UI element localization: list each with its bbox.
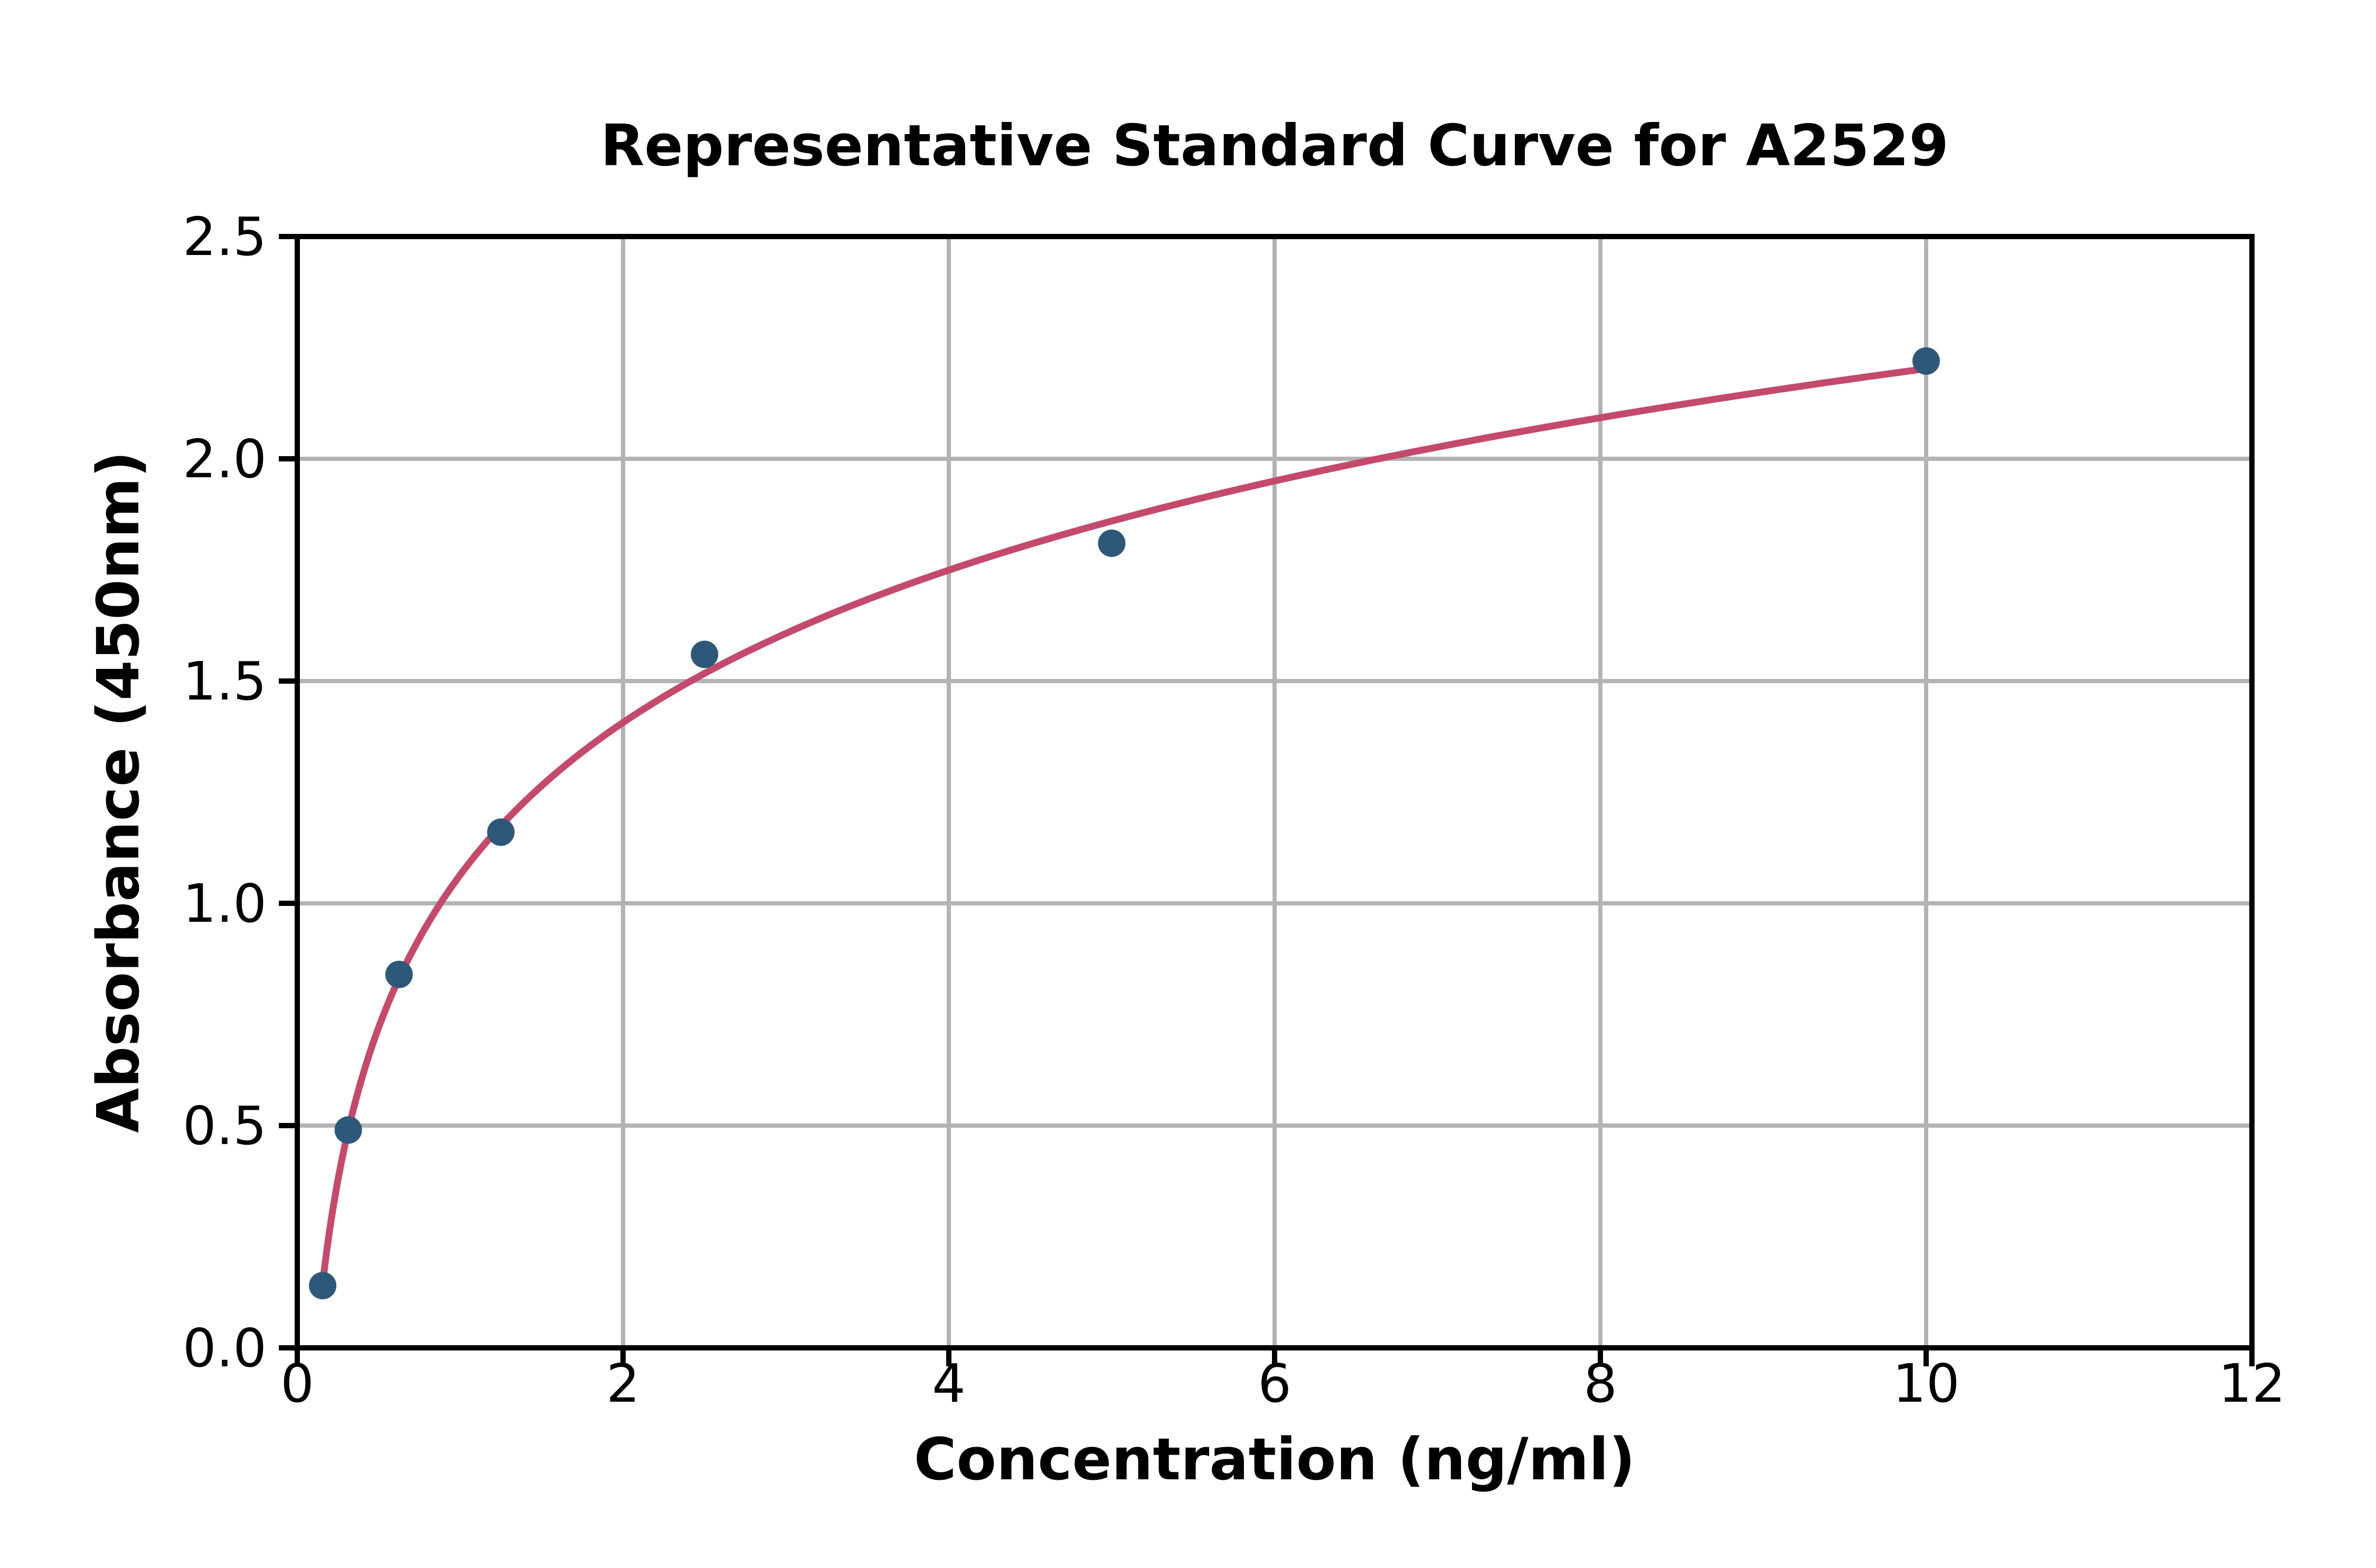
y-axis-label: Absorbance (450nm) <box>84 451 152 1133</box>
y-tick-label-0: 0.0 <box>183 1317 267 1379</box>
y-tick-label-2.5: 2.5 <box>183 206 267 268</box>
x-tick-label-6: 6 <box>1258 1353 1291 1414</box>
chart-title: Representative Standard Curve for A2529 <box>600 113 1948 179</box>
gridlines <box>297 237 2252 1348</box>
y-tick-labels: 0.0 0.5 1.0 1.5 2.0 2.5 <box>183 206 267 1379</box>
data-points <box>309 347 1940 1300</box>
y-tick-label-1.5: 1.5 <box>183 650 267 712</box>
data-point-3 <box>487 818 515 846</box>
data-point-5 <box>1098 530 1126 557</box>
y-tick-label-1: 1.0 <box>183 873 267 934</box>
data-point-4 <box>691 640 719 668</box>
x-tick-label-2: 2 <box>606 1353 640 1414</box>
x-tick-label-12: 12 <box>2218 1353 2285 1414</box>
data-point-2 <box>385 960 413 988</box>
y-tick-label-0.5: 0.5 <box>183 1095 267 1157</box>
x-tick-label-0: 0 <box>280 1353 314 1414</box>
data-point-6 <box>1912 347 1940 375</box>
x-tick-labels: 0 2 4 6 8 10 12 <box>280 1353 2285 1414</box>
x-tick-label-8: 8 <box>1583 1353 1617 1414</box>
x-tick-label-10: 10 <box>1892 1353 1959 1414</box>
data-point-0 <box>309 1272 337 1300</box>
y-tick-label-2: 2.0 <box>183 428 267 490</box>
x-axis-label: Concentration (ng/ml) <box>914 1425 1635 1493</box>
plot-border <box>295 234 2255 1350</box>
axis-ticks <box>279 234 2255 1366</box>
data-point-1 <box>334 1116 362 1144</box>
x-tick-label-4: 4 <box>932 1353 966 1414</box>
